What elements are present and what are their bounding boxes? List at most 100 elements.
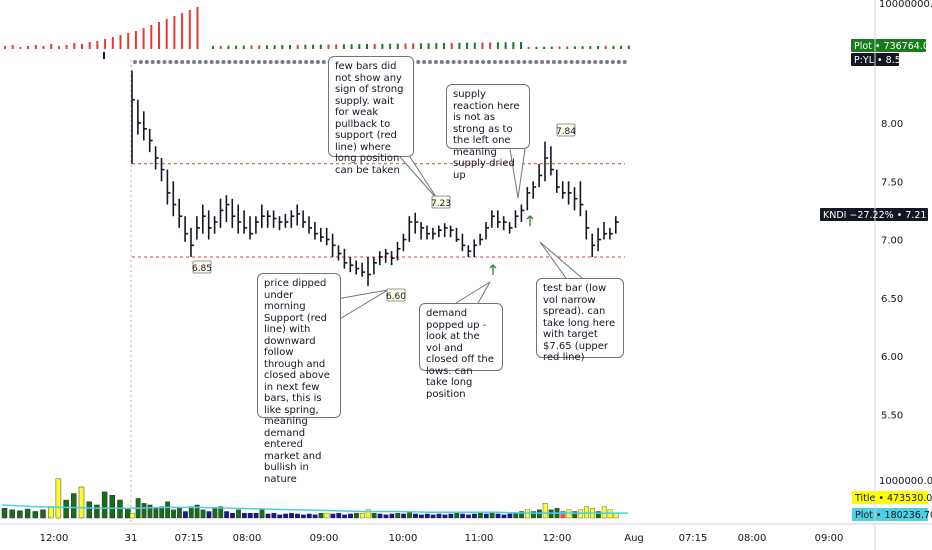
volume-bar <box>212 508 218 519</box>
top-hist-bar <box>512 42 515 49</box>
top-hist-bar <box>558 46 561 49</box>
dot-marker <box>268 60 273 64</box>
time-tick-label: Aug <box>624 533 644 544</box>
time-tick-label: 11:00 <box>465 533 494 544</box>
volume-bar <box>306 513 312 519</box>
top-hist-bar <box>281 45 284 49</box>
price-tick-label: 6.50 <box>881 294 903 305</box>
volume-bar <box>265 513 271 519</box>
top-hist-bar <box>134 31 137 49</box>
dot-marker <box>481 60 486 64</box>
top-hist-bar <box>296 44 299 49</box>
top-hist-bar <box>119 35 122 49</box>
red-lines <box>132 163 625 258</box>
top-hist-bar <box>57 46 60 49</box>
top-hist-bar <box>473 42 476 49</box>
callout-pointer <box>539 241 583 279</box>
volume-bar <box>424 513 430 519</box>
volume-bar <box>578 509 584 519</box>
top-hist-bar <box>520 42 522 49</box>
price-label-box <box>556 123 576 137</box>
dot-marker <box>310 60 314 64</box>
price-label-box <box>386 288 406 302</box>
dot-marker <box>534 60 539 64</box>
dot-marker <box>504 60 509 64</box>
dot-marker <box>416 60 421 64</box>
volume-bar <box>371 512 377 519</box>
callout-spring-text: price dipped under morning Support (red … <box>264 278 330 485</box>
volume-bars <box>1 478 628 519</box>
volume-bar <box>383 514 389 519</box>
volume-bar <box>495 513 501 519</box>
dot-marker <box>245 60 250 64</box>
top-histogram <box>4 7 630 49</box>
volume-ma-line <box>1 504 628 514</box>
volume-bar <box>147 504 153 519</box>
top-hist-bar <box>42 46 45 49</box>
dot-marker <box>575 60 580 64</box>
dot-marker <box>463 60 468 64</box>
dot-marker <box>304 60 309 64</box>
dot-marker <box>221 60 226 64</box>
dot-marker <box>487 60 491 64</box>
volume-bar <box>124 508 131 519</box>
dot-marker <box>563 60 568 64</box>
top-hist-bar <box>381 43 384 49</box>
dot-marker <box>315 60 320 64</box>
top-hist-bar <box>158 22 160 49</box>
top-hist-bar <box>419 43 422 49</box>
dot-marker <box>280 60 285 64</box>
title-volume-badge: Title • 473530.00 <box>854 493 932 504</box>
callout-supply-reaction-text: supply reaction here is not as strong as… <box>453 89 520 181</box>
dot-marker <box>144 60 149 64</box>
top-hist-bar <box>258 45 261 49</box>
volume-bar <box>218 506 224 519</box>
top-hist-bar <box>227 45 230 49</box>
price-label-box <box>192 260 212 274</box>
volume-bar <box>584 506 589 519</box>
volume-bar <box>566 509 572 519</box>
dot-marker <box>522 60 527 64</box>
top-hist-bar <box>358 44 361 49</box>
top-hist-bar <box>435 43 438 49</box>
dot-marker <box>138 60 143 64</box>
top-hist-bar <box>342 44 345 49</box>
dot-marker <box>587 60 592 64</box>
callout-connectors <box>330 148 583 321</box>
volume-bar <box>389 513 395 519</box>
volume-bar <box>259 509 265 519</box>
title-volume-badge-bg <box>852 491 928 504</box>
volume-bar <box>483 513 489 519</box>
price-tick-label: 7.00 <box>881 236 903 247</box>
volume-bar <box>289 512 294 519</box>
volume-bar <box>94 504 100 519</box>
dot-marker <box>610 60 615 64</box>
dot-marker <box>262 60 267 64</box>
volume-bar <box>177 508 182 519</box>
volume-bar <box>531 511 536 519</box>
top-hist-bar <box>504 42 507 49</box>
volume-bar <box>324 512 330 519</box>
volume-bar <box>536 509 542 519</box>
top-hist-bar <box>496 42 499 49</box>
top-hist-bar <box>312 44 315 49</box>
top-hist-bar <box>566 46 569 49</box>
top-hist-bar <box>319 44 322 49</box>
top-hist-bar <box>589 46 592 49</box>
time-tick-label: 07:15 <box>679 533 708 544</box>
dot-marker <box>162 60 167 64</box>
volume-axis-label: 1000000.00 <box>879 476 932 487</box>
volume-bar <box>224 511 230 519</box>
volume-bar <box>430 514 436 519</box>
top-hist-bar <box>73 43 76 49</box>
volume-bar <box>194 504 200 519</box>
top-hist-bar <box>181 13 184 49</box>
dot-marker <box>150 60 155 64</box>
top-hist-bar <box>535 46 538 49</box>
top-hist-bar <box>627 45 630 49</box>
volume-bar <box>171 509 176 519</box>
callout-test-bar: test bar (low vol narrow spread). can ta… <box>536 278 624 363</box>
time-tick-label: 08:00 <box>738 533 767 544</box>
dot-marker <box>528 60 533 64</box>
